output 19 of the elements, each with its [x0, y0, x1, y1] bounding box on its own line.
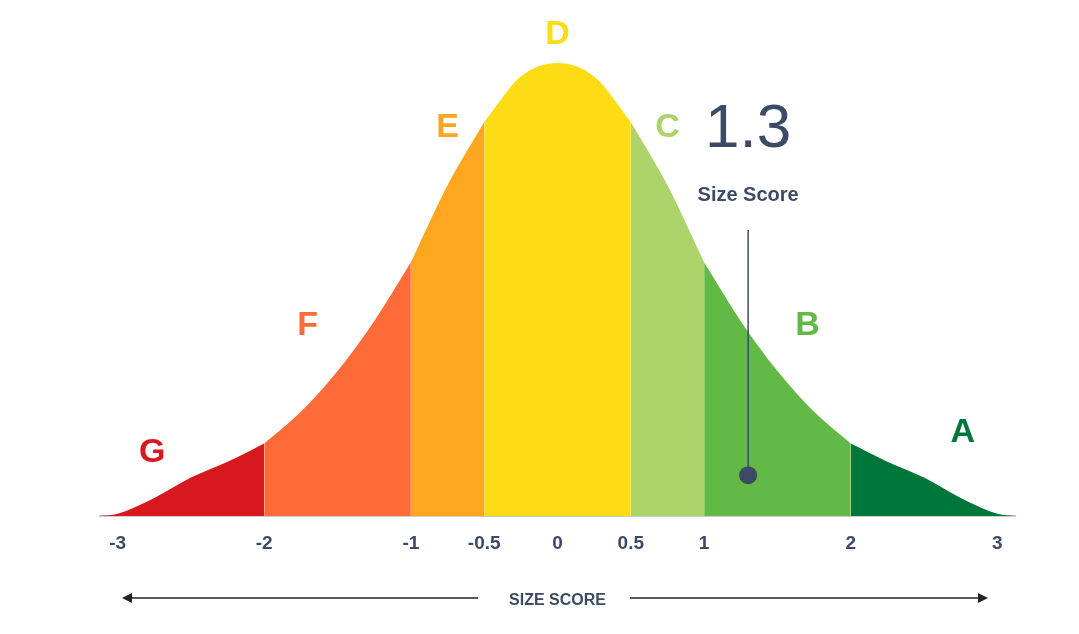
annotation: 1.3 — [705, 91, 792, 161]
annotation: Size Score — [697, 182, 799, 205]
series-label: B — [795, 304, 820, 343]
x-tick-label: 1 — [698, 531, 710, 553]
series-label: C — [655, 105, 680, 144]
series-label: D — [545, 13, 570, 52]
x-tick-label: -0.5 — [467, 531, 501, 553]
x-tick-label: 3 — [992, 531, 1003, 553]
series-label: E — [436, 105, 459, 144]
x-tick-label: 0 — [552, 531, 563, 553]
x-tick-label: -2 — [255, 531, 273, 553]
x-tick-label: 2 — [845, 531, 857, 553]
x-tick-label: -3 — [109, 531, 127, 553]
series-label: G — [138, 431, 166, 470]
series-label: F — [297, 304, 318, 343]
series-label: A — [950, 410, 976, 449]
x-tick-label: -1 — [402, 531, 420, 553]
x-tick-label: 0.5 — [617, 531, 645, 553]
x-axis-title: SIZE SCORE — [509, 590, 607, 608]
